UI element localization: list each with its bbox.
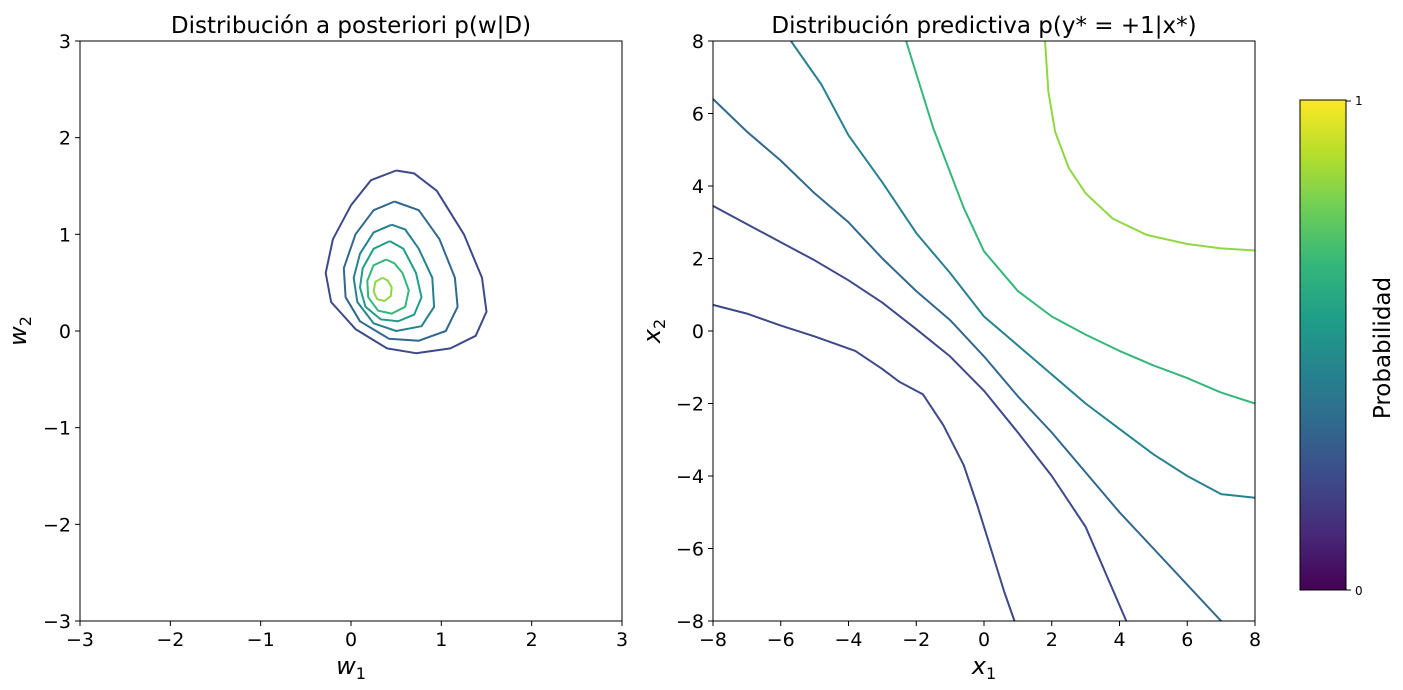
y-tick-label: 6	[692, 104, 704, 126]
y-tick-label: 3	[59, 31, 71, 53]
x-tick-label: −4	[834, 629, 862, 651]
x-tick-label: 1	[435, 629, 447, 651]
x-tick-label: −8	[699, 629, 727, 651]
posterior-title: Distribución a posteriori p(w|D)	[171, 13, 531, 39]
posterior-x-label: w1	[336, 652, 366, 683]
y-tick-label: 2	[692, 249, 704, 271]
contour-line-6	[372, 276, 393, 302]
x-tick-label: −2	[902, 629, 930, 651]
colorbar-min-label: 0	[1355, 584, 1363, 598]
colorbar-label: Probabilidad	[1370, 277, 1396, 419]
posterior-axes-frame	[79, 40, 623, 622]
contour-line-4	[359, 240, 423, 323]
contour-line-5	[366, 258, 410, 315]
w1-label-main: w	[336, 652, 356, 680]
colorbar: 1 0 Probabilidad	[1299, 94, 1396, 598]
y-tick-label: 0	[59, 321, 71, 343]
x-tick-label: 4	[1113, 629, 1125, 651]
posterior-x-ticks: −3 −2 −1 0 1 2 3	[66, 621, 628, 651]
colorbar-max-label: 1	[1355, 94, 1363, 108]
predictive-x-label: x1	[971, 652, 996, 683]
y-tick-label: 1	[59, 224, 71, 246]
contour-line-1	[324, 169, 488, 355]
y-tick-label: 2	[59, 128, 71, 150]
y-tick-label: −1	[43, 418, 71, 440]
x-tick-label: −6	[767, 629, 795, 651]
y-tick-label: −2	[676, 394, 704, 416]
y-tick-label: −3	[43, 611, 71, 633]
posterior-y-ticks: −3 −2 −1 0 1 2 3	[43, 31, 80, 633]
contour-line-5	[905, 40, 1256, 405]
contour-line-3	[352, 223, 436, 332]
predictive-x-ticks: −8 −6 −4 −2 0 2 4 6 8	[699, 621, 1261, 651]
colorbar-gradient	[1299, 99, 1347, 591]
posterior-contours	[324, 169, 488, 355]
contour-line-6	[1044, 40, 1256, 252]
x-tick-label: 6	[1181, 629, 1193, 651]
contour-line-2	[712, 205, 1128, 622]
x-tick-label: −2	[156, 629, 184, 651]
contour-line-3	[712, 98, 1222, 622]
posterior-y-label: w2	[4, 316, 35, 346]
w1-label-sub: 1	[356, 664, 366, 683]
x-tick-label: 0	[345, 629, 357, 651]
predictive-contours	[712, 40, 1256, 622]
y-tick-label: 4	[692, 176, 704, 198]
x-tick-label: 8	[1249, 629, 1261, 651]
x-tick-label: 0	[978, 629, 990, 651]
y-tick-label: −6	[676, 539, 704, 561]
x-tick-label: 2	[526, 629, 538, 651]
y-tick-label: 0	[692, 321, 704, 343]
predictive-axes-frame	[712, 40, 1256, 622]
x-tick-label: 2	[1046, 629, 1058, 651]
contour-line-2	[342, 200, 459, 342]
y-tick-label: −8	[676, 611, 704, 633]
x-tick-label: 3	[616, 629, 628, 651]
y-tick-label: 8	[692, 31, 704, 53]
predictive-y-label: x2	[638, 319, 669, 344]
predictive-y-ticks: −8 −6 −4 −2 0 2 4 6 8	[676, 31, 713, 633]
x-tick-label: −1	[247, 629, 275, 651]
x-tick-label: −3	[66, 629, 94, 651]
predictive-panel: Distribución predictiva p(y* = +1|x*) −8…	[638, 13, 1261, 683]
predictive-title: Distribución predictiva p(y* = +1|x*)	[771, 13, 1196, 39]
contour-line-1	[712, 303, 1016, 622]
y-tick-label: −4	[676, 466, 704, 488]
y-tick-label: −2	[43, 514, 71, 536]
contour-line-4	[790, 40, 1256, 499]
posterior-panel: Distribución a posteriori p(w|D) −3 −2 −1 0…	[4, 13, 628, 683]
